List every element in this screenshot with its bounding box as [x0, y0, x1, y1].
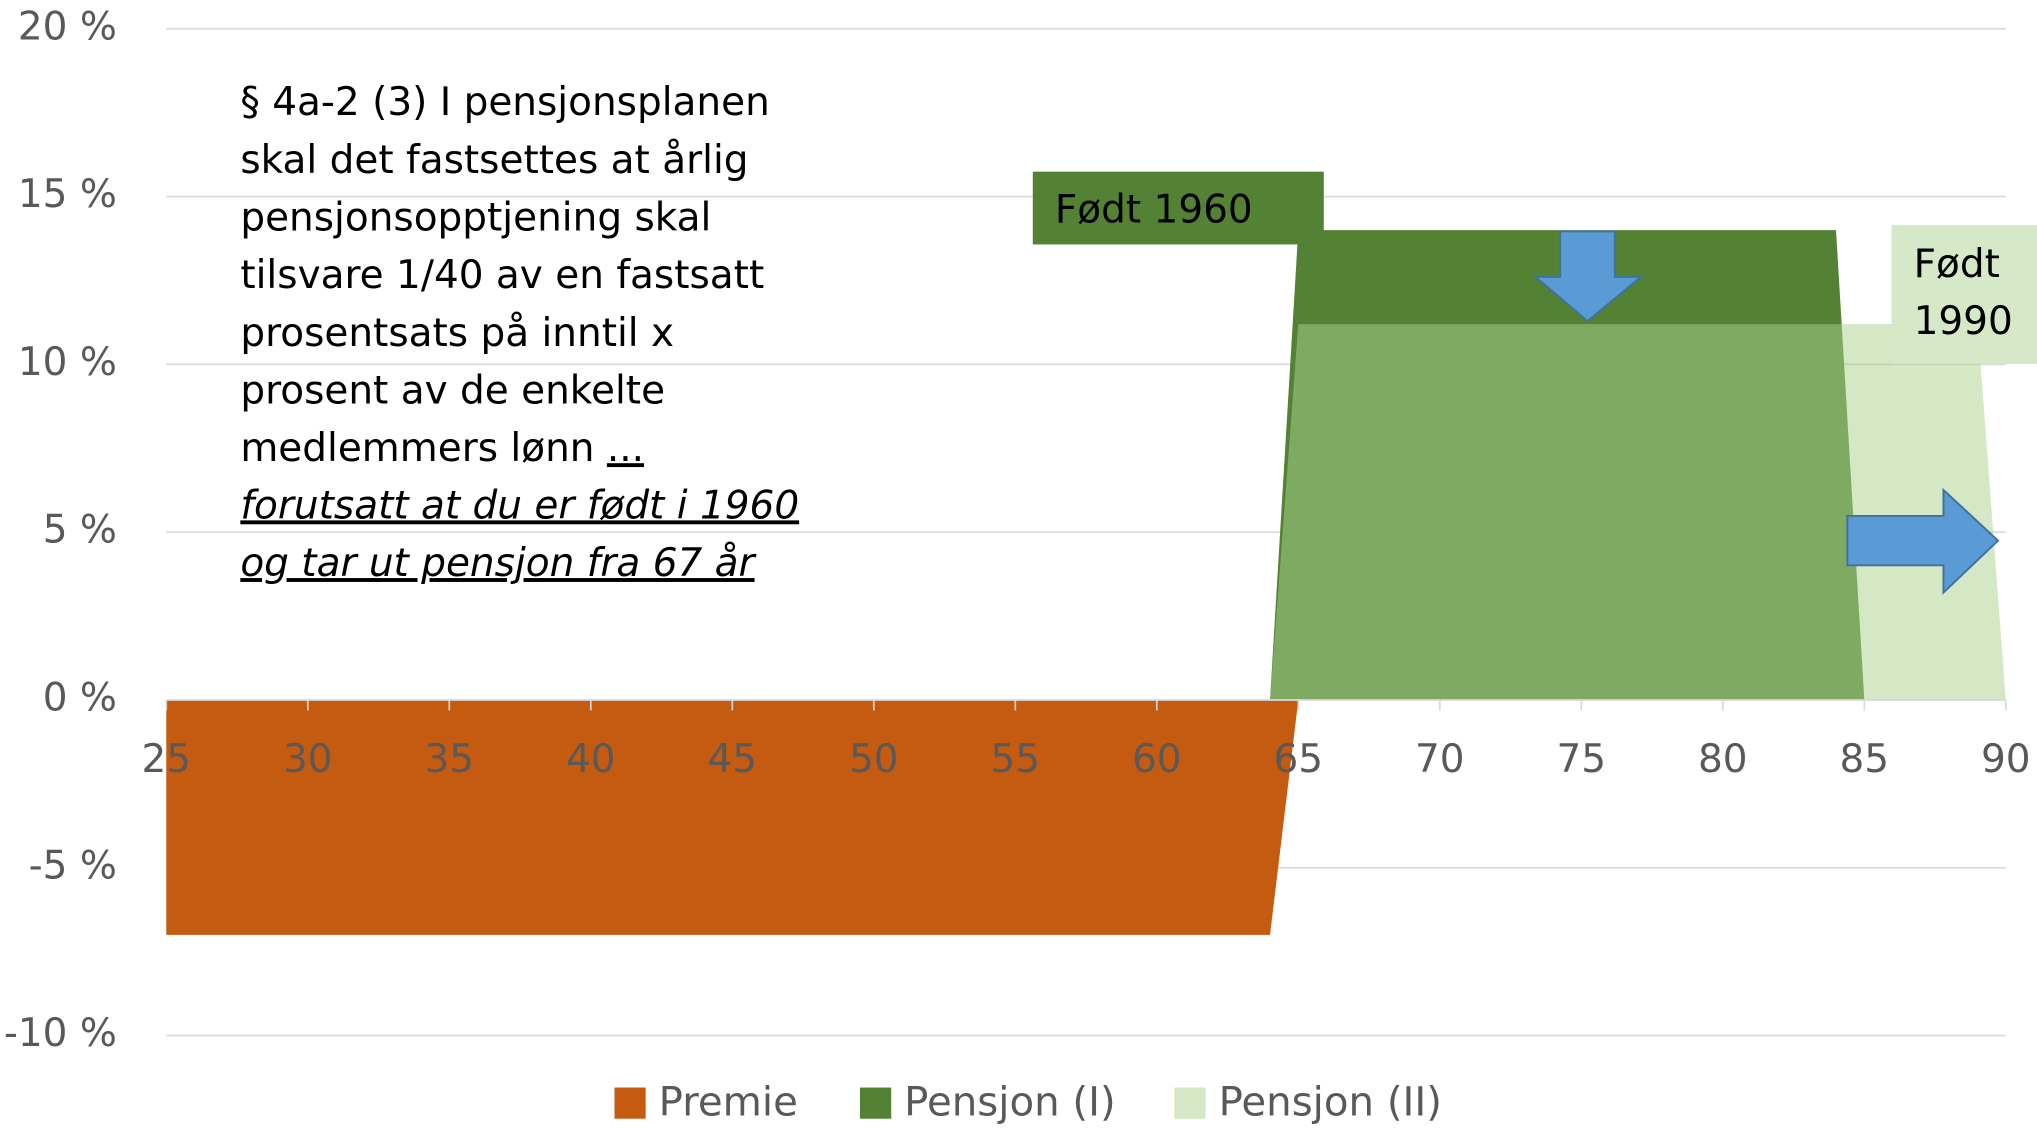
x-tick-label: 25 — [141, 737, 191, 782]
note-text: § 4a-2 (3) I pensjonsplanen — [240, 80, 769, 125]
legend-label: Pensjon (II) — [1219, 1079, 1442, 1125]
note-line: skal det fastsettes at årlig — [240, 137, 748, 182]
label-text: 1990 — [1914, 299, 2013, 344]
x-tick-label: 65 — [1274, 737, 1324, 782]
area — [1270, 324, 2006, 700]
note-emphasis: og tar ut pensjon fra 67 år — [240, 541, 757, 586]
y-tick-label: 5 % — [43, 508, 117, 553]
note-text: medlemmers lønn — [240, 426, 594, 471]
y-tick-label: 0 % — [43, 675, 117, 720]
note-emphasis: forutsatt at du er født i 1960 — [240, 483, 799, 528]
label-text: Født 1960 — [1055, 187, 1253, 232]
note-text: pensjonsopptjening skal — [240, 195, 711, 240]
label-box — [1032, 171, 1324, 245]
y-tick-label: 20 % — [18, 4, 117, 49]
legend-label: Premie — [659, 1079, 798, 1125]
x-tick-label: 60 — [1132, 737, 1182, 782]
x-tick-label: 90 — [1981, 737, 2031, 782]
note-text: prosentsats på inntil x — [240, 310, 674, 355]
x-tick-label: 50 — [849, 737, 899, 782]
x-tick-label: 85 — [1840, 737, 1890, 782]
note-ellipsis: ... — [607, 426, 644, 471]
note-line: tilsvare 1/40 av en fastsatt — [240, 253, 764, 298]
y-tick-label: 10 % — [18, 340, 117, 385]
note-text: tilsvare 1/40 av en fastsatt — [240, 253, 764, 298]
note-line: medlemmers lønn ... — [240, 426, 644, 471]
y-tick-label: -10 % — [4, 1011, 117, 1056]
arrow-right — [1846, 487, 2000, 595]
y-tick-label: 15 % — [18, 172, 117, 217]
y-tick-label: -5 % — [29, 843, 117, 888]
label-text: Født — [1914, 242, 2000, 287]
note-text: prosent av de enkelte — [240, 368, 665, 413]
x-tick-label: 70 — [1415, 737, 1465, 782]
x-tick-label: 55 — [991, 737, 1041, 782]
note-space — [594, 426, 606, 471]
legend-swatch — [1174, 1087, 1206, 1119]
note-line: prosentsats på inntil x — [240, 310, 674, 355]
x-tick-label: 75 — [1557, 737, 1607, 782]
x-tick-label: 80 — [1698, 737, 1748, 782]
legend-label: Pensjon (I) — [904, 1079, 1116, 1125]
note-line: prosent av de enkelte — [240, 368, 665, 413]
legend-swatch — [614, 1087, 646, 1119]
label-box — [1891, 224, 2037, 364]
note-text: skal det fastsettes at årlig — [240, 137, 748, 182]
x-tick-label: 40 — [566, 737, 616, 782]
x-tick-label: 35 — [424, 737, 474, 782]
legend-swatch — [860, 1087, 892, 1119]
arrow-down — [1532, 230, 1644, 323]
area — [166, 699, 1299, 935]
note-line: § 4a-2 (3) I pensjonsplanen — [240, 80, 769, 125]
note-line: pensjonsopptjening skal — [240, 195, 711, 240]
x-tick-label: 30 — [283, 737, 333, 782]
x-tick-label: 45 — [707, 737, 757, 782]
